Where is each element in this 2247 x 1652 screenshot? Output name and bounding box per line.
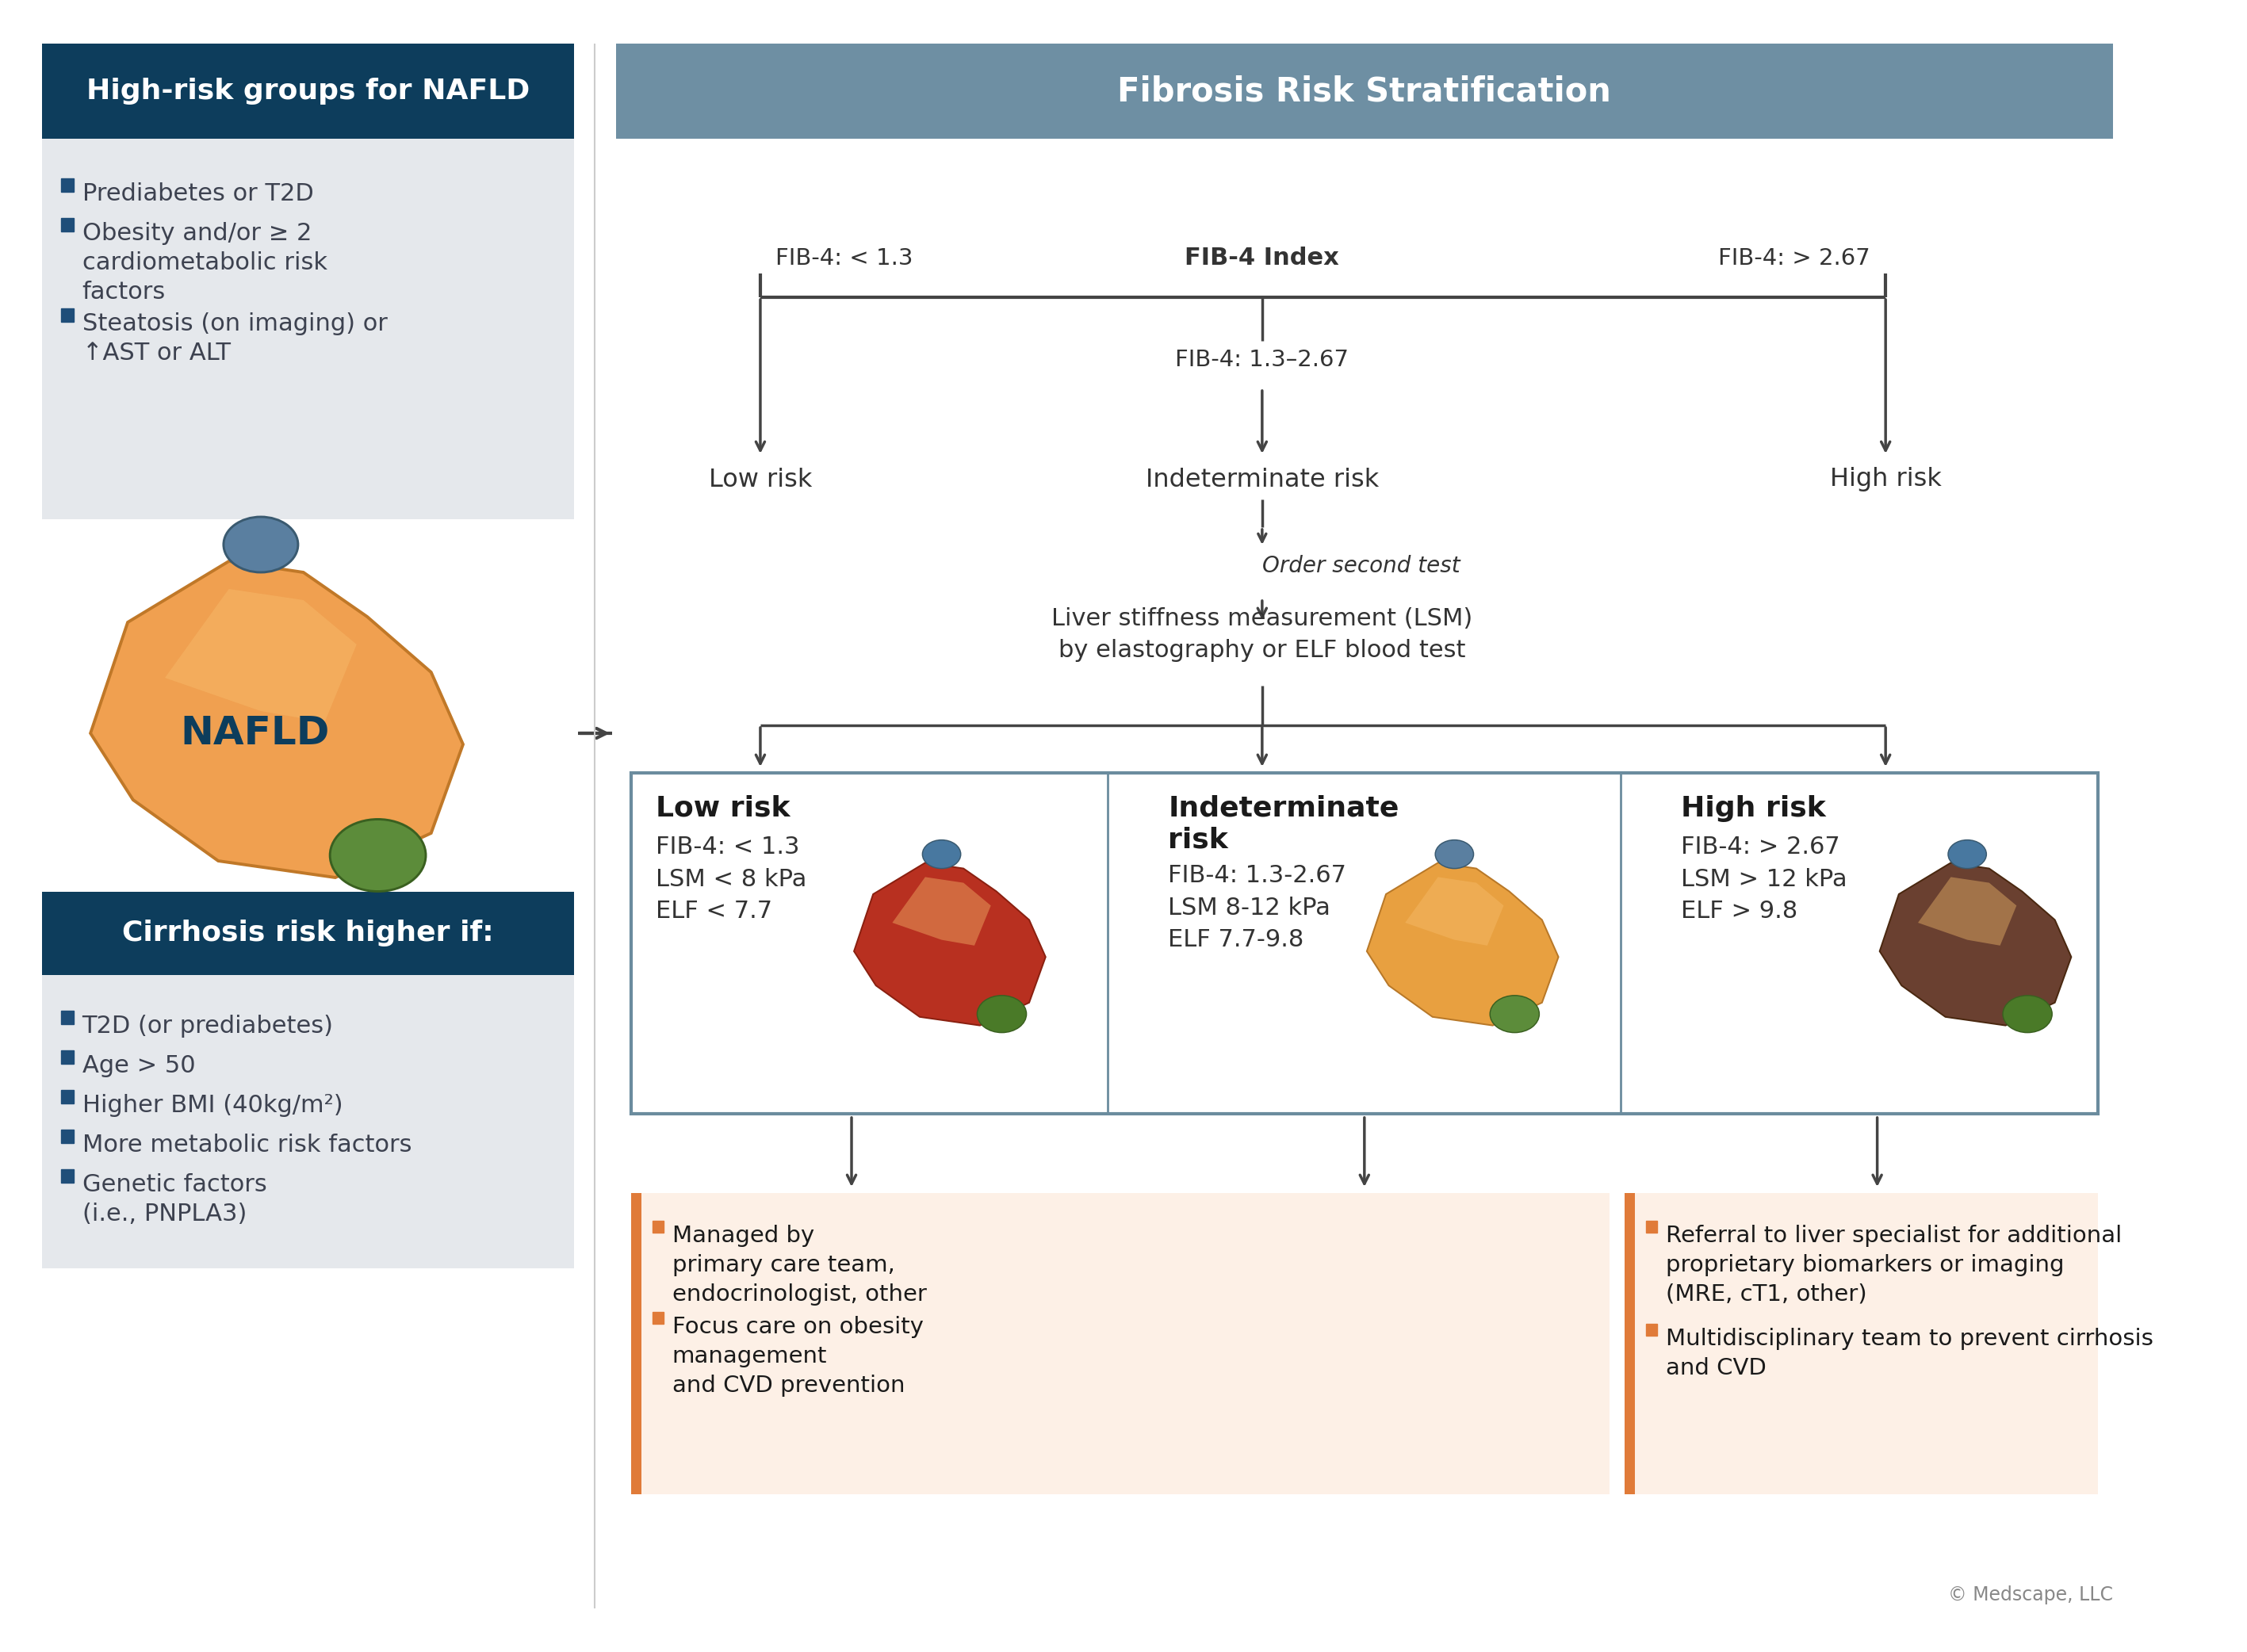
Bar: [1645, 1221, 1658, 1232]
Text: Obesity and/or ≥ 2
cardiometabolic risk
factors: Obesity and/or ≥ 2 cardiometabolic risk …: [83, 221, 328, 304]
Bar: [43, 43, 573, 139]
Text: Cirrhosis risk higher if:: Cirrhosis risk higher if:: [121, 920, 494, 947]
Bar: [652, 1221, 663, 1232]
Bar: [61, 309, 74, 322]
Polygon shape: [1881, 862, 2072, 1026]
Text: by elastography or ELF blood test: by elastography or ELF blood test: [1058, 639, 1465, 662]
Text: Liver stiffness measurement (LSM): Liver stiffness measurement (LSM): [1052, 608, 1472, 629]
Polygon shape: [90, 562, 463, 877]
Bar: [1625, 1193, 1636, 1495]
Bar: [61, 178, 74, 192]
Text: Referral to liver specialist for additional
proprietary biomarkers or imaging
(M: Referral to liver specialist for additio…: [1665, 1224, 2121, 1305]
Text: Multidisciplinary team to prevent cirrhosis
and CVD: Multidisciplinary team to prevent cirrho…: [1665, 1328, 2153, 1379]
Bar: [61, 1011, 74, 1024]
Ellipse shape: [924, 839, 962, 869]
Text: Order second test: Order second test: [1263, 555, 1461, 577]
Polygon shape: [1366, 862, 1559, 1026]
Text: Low risk: Low risk: [656, 795, 789, 823]
Polygon shape: [892, 877, 991, 945]
Ellipse shape: [2002, 996, 2052, 1032]
Bar: [1645, 1323, 1658, 1336]
Bar: [61, 218, 74, 231]
Text: Indeterminate risk: Indeterminate risk: [1146, 468, 1380, 492]
Text: Managed by
primary care team,
endocrinologist, other: Managed by primary care team, endocrinol…: [672, 1224, 926, 1305]
Text: FIB-4: > 2.67: FIB-4: > 2.67: [1719, 248, 1870, 269]
Ellipse shape: [977, 996, 1027, 1032]
Text: FIB-4: < 1.3: FIB-4: < 1.3: [775, 248, 912, 269]
Polygon shape: [1919, 877, 2016, 945]
Text: High risk: High risk: [1681, 795, 1827, 823]
Bar: [631, 1193, 1609, 1495]
Text: FIB-4: < 1.3
LSM < 8 kPa
ELF < 7.7: FIB-4: < 1.3 LSM < 8 kPa ELF < 7.7: [656, 836, 807, 923]
Text: High risk: High risk: [1829, 468, 1941, 492]
Bar: [61, 1090, 74, 1104]
Ellipse shape: [1490, 996, 1539, 1032]
Text: FIB-4: 1.3-2.67
LSM 8-12 kPa
ELF 7.7-9.8: FIB-4: 1.3-2.67 LSM 8-12 kPa ELF 7.7-9.8: [1168, 864, 1346, 952]
Bar: [61, 1130, 74, 1143]
Text: More metabolic risk factors: More metabolic risk factors: [83, 1133, 411, 1156]
Text: NAFLD: NAFLD: [180, 714, 330, 752]
Ellipse shape: [1436, 839, 1474, 869]
Polygon shape: [1404, 877, 1503, 945]
Ellipse shape: [1948, 839, 1986, 869]
Text: T2D (or prediabetes): T2D (or prediabetes): [83, 1014, 333, 1037]
Bar: [43, 139, 573, 519]
Text: Prediabetes or T2D: Prediabetes or T2D: [83, 182, 312, 205]
Bar: [1625, 1193, 2099, 1495]
Text: Steatosis (on imaging) or
↑AST or ALT: Steatosis (on imaging) or ↑AST or ALT: [83, 312, 386, 365]
Bar: [616, 43, 2112, 139]
Bar: [43, 975, 573, 1269]
Text: High-risk groups for NAFLD: High-risk groups for NAFLD: [85, 78, 530, 104]
Text: Fibrosis Risk Stratification: Fibrosis Risk Stratification: [1117, 74, 1611, 107]
Text: © Medscape, LLC: © Medscape, LLC: [1948, 1586, 2112, 1604]
Text: Age > 50: Age > 50: [83, 1054, 195, 1077]
Text: FIB-4: 1.3–2.67: FIB-4: 1.3–2.67: [1175, 349, 1348, 372]
Text: Focus care on obesity
management
and CVD prevention: Focus care on obesity management and CVD…: [672, 1317, 924, 1396]
Polygon shape: [164, 590, 357, 722]
Ellipse shape: [222, 517, 299, 572]
Bar: [61, 1051, 74, 1064]
Text: FIB-4: > 2.67
LSM > 12 kPa
ELF > 9.8: FIB-4: > 2.67 LSM > 12 kPa ELF > 9.8: [1681, 836, 1847, 923]
Ellipse shape: [330, 819, 425, 892]
Text: FIB-4 Index: FIB-4 Index: [1184, 246, 1339, 269]
Bar: [631, 1193, 643, 1495]
Text: Indeterminate
risk: Indeterminate risk: [1168, 795, 1400, 854]
Bar: [61, 1170, 74, 1183]
Text: Higher BMI (40kg/m²): Higher BMI (40kg/m²): [83, 1094, 344, 1117]
Bar: [43, 892, 573, 975]
Text: Genetic factors
(i.e., PNPLA3): Genetic factors (i.e., PNPLA3): [83, 1173, 267, 1226]
Text: Low risk: Low risk: [708, 468, 811, 492]
Bar: [652, 1312, 663, 1323]
Bar: [631, 773, 2099, 1113]
Polygon shape: [854, 862, 1045, 1026]
